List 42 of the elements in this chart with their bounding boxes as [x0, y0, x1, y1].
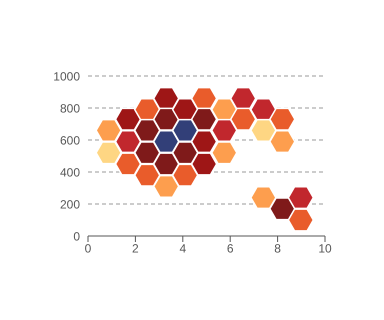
point	[114, 130, 142, 154]
point	[288, 186, 314, 210]
point	[152, 152, 180, 176]
point	[172, 118, 198, 142]
point	[211, 141, 238, 164]
point	[134, 164, 160, 187]
point	[152, 108, 180, 131]
x-tick-label: 4	[179, 242, 186, 256]
point	[152, 174, 180, 198]
point	[230, 108, 256, 131]
point	[230, 86, 256, 110]
y-tick-label: 400	[60, 165, 80, 180]
point	[95, 118, 122, 142]
point	[211, 118, 238, 142]
x-tick-label: 0	[84, 242, 92, 256]
y-tick-label: 800	[60, 101, 80, 116]
point	[190, 130, 218, 154]
y-tick-label: 0	[73, 229, 80, 244]
point	[114, 152, 142, 176]
point	[250, 186, 277, 210]
y-tick-label: 600	[60, 133, 80, 148]
y-tick-label: 200	[60, 197, 80, 212]
point	[95, 141, 122, 164]
x-tick-label: 6	[226, 242, 234, 256]
point	[250, 118, 277, 142]
point	[269, 130, 296, 154]
point	[114, 108, 142, 131]
point	[172, 164, 198, 187]
x-tick-label: 2	[132, 242, 140, 256]
point	[134, 141, 160, 164]
point	[288, 208, 314, 232]
point	[190, 108, 218, 131]
point	[134, 118, 160, 142]
x-tick-label: 8	[274, 242, 282, 256]
point	[152, 130, 180, 154]
y-tick-label: 1000	[53, 69, 80, 84]
point	[172, 141, 198, 164]
point	[190, 152, 218, 176]
point	[269, 108, 296, 131]
point	[190, 86, 218, 110]
x-tick-label: 10	[318, 242, 332, 256]
point	[269, 197, 296, 220]
